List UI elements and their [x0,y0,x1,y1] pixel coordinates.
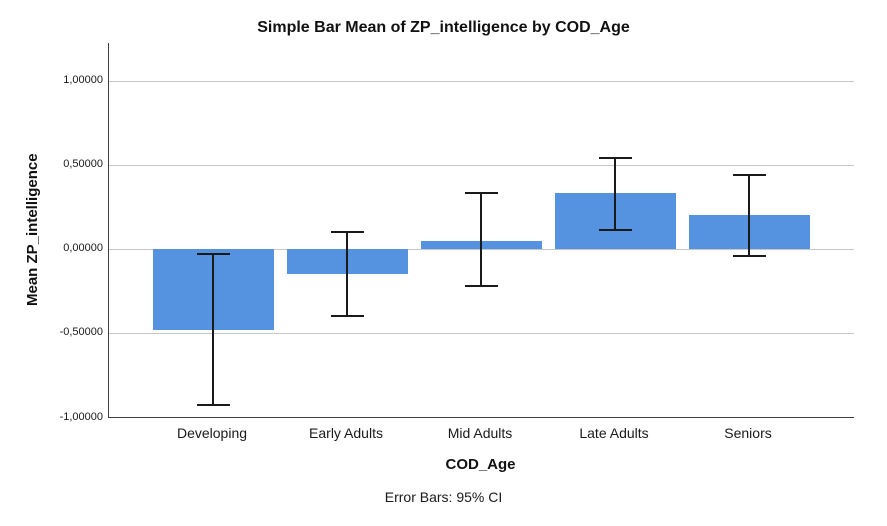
x-tick-label: Developing [176,425,248,441]
error-bar-line [614,158,616,231]
error-bar-cap-bottom [196,404,230,407]
error-bar-cap-bottom [330,315,364,318]
x-tick-label: Mid Adults [447,425,513,441]
error-bar-line [212,253,214,406]
error-bar-cap-bottom [598,229,632,232]
error-bar-cap-top [464,192,498,195]
error-bar-cap-top [330,231,364,234]
error-bar-cap-bottom [464,284,498,287]
error-bar-line [480,193,482,286]
error-bar-cap-top [732,173,766,176]
grid-line [109,164,854,166]
x-tick-label: Early Adults [309,425,383,441]
y-tick-label: 1,00000 [63,74,103,87]
x-axis-title: COD_Age [445,456,516,473]
error-bar-line [346,232,348,317]
grid-line [109,80,854,82]
error-bar-cap-top [598,157,632,160]
x-tick-label: Seniors [724,425,772,441]
error-bar-line [748,174,750,256]
y-tick-label: -0,50000 [59,326,103,339]
y-tick-label: 0,50000 [63,158,103,171]
chart-title: Simple Bar Mean of ZP_intelligence by CO… [257,19,630,36]
error-bar-cap-bottom [732,254,766,257]
y-tick-label: -1,00000 [59,410,103,423]
plot-area [108,43,854,418]
grid-line [109,332,854,334]
y-axis-title: Mean ZP_intelligence [24,153,41,307]
x-tick-label: Late Adults [579,425,649,441]
error-bars-footnote: Error Bars: 95% CI [384,489,503,505]
error-bar-cap-top [196,252,230,255]
y-tick-label: 0,00000 [63,242,103,255]
